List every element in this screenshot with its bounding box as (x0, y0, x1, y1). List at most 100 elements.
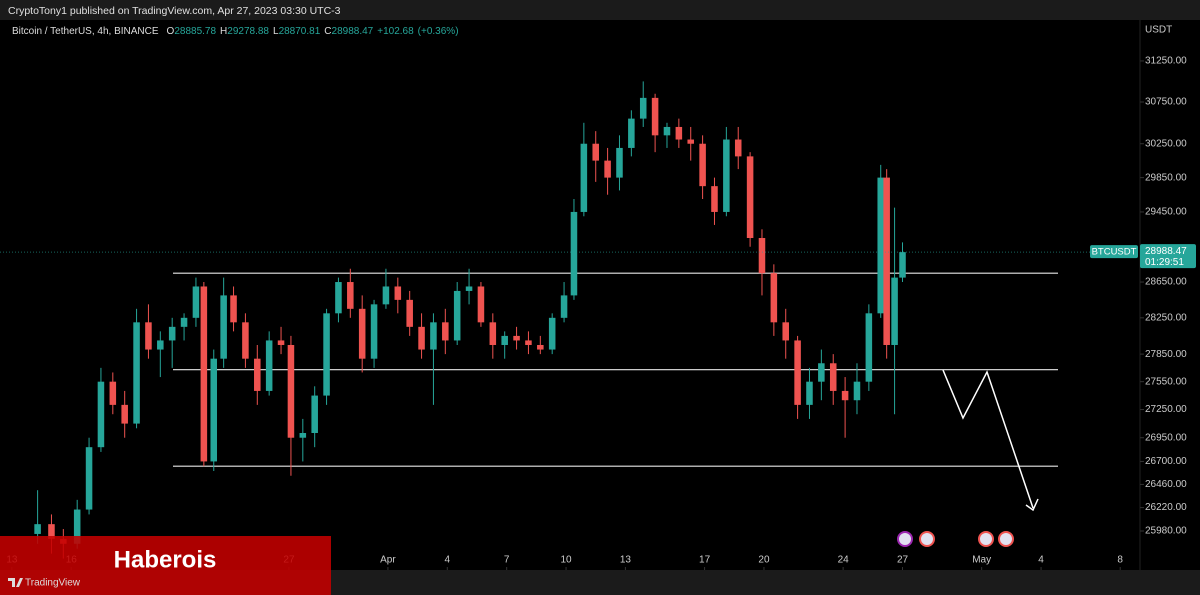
candle-body (210, 358, 218, 462)
candle-body (121, 404, 128, 424)
x-tick-label: 17 (699, 555, 711, 566)
tag-countdown: 01:29:51 (1145, 257, 1184, 268)
candle-body (180, 317, 188, 327)
candle-body (73, 509, 81, 544)
candle-body (220, 295, 227, 359)
candle-body (200, 286, 208, 462)
candle-body (639, 97, 647, 119)
y-tick-label: 28250.00 (1145, 312, 1187, 323)
tag-symbol: BTCUSDT (1092, 247, 1137, 258)
candle-body (758, 238, 766, 274)
candle-body (663, 126, 671, 136)
candle-body (592, 143, 599, 161)
legend-value: 28988.47 (332, 26, 374, 37)
candle-body (806, 381, 813, 405)
tag-symbol-box (1090, 245, 1138, 259)
candle-body (145, 322, 152, 350)
candle-body (746, 156, 754, 239)
legend-value: 28870.81 (279, 26, 321, 37)
x-tick-label: 4 (1038, 555, 1044, 566)
candle-body (335, 282, 342, 314)
candle-body (818, 363, 825, 382)
y-tick-label: 26460.00 (1145, 479, 1187, 490)
y-tick-label: 27550.00 (1145, 376, 1187, 387)
price-axis (1140, 20, 1200, 570)
candle-body (97, 381, 105, 448)
candle-body (580, 143, 588, 212)
y-tick-label: 29450.00 (1145, 207, 1187, 218)
candle-body (394, 286, 402, 300)
x-tick-label: 24 (838, 555, 850, 566)
candle-body (265, 340, 273, 391)
y-tick-label: 30250.00 (1145, 138, 1187, 149)
tag-price-box (1140, 244, 1196, 269)
grid: 31250.00 30750.00 30250.00 29850.00 29450.00… (1140, 56, 1187, 537)
candle-body (616, 147, 623, 178)
candle-body (489, 322, 497, 345)
y-tick-label: 25980.00 (1145, 526, 1187, 537)
candle-body (157, 340, 164, 350)
candle-body (734, 139, 742, 157)
x-tick-label: May (972, 555, 991, 566)
candle-body (347, 282, 354, 309)
y-tick-label: 26700.00 (1145, 456, 1187, 467)
arrow-head (1025, 498, 1039, 512)
candle-body (311, 395, 318, 433)
footer-logo (8, 578, 23, 587)
legend-key: O (167, 26, 175, 37)
candle-body (418, 326, 425, 350)
candle-body (192, 286, 200, 318)
candle-body (465, 286, 473, 291)
candle-body (687, 139, 694, 144)
projection-arrow (942, 369, 1034, 509)
candle-body (477, 286, 485, 323)
candle-body (168, 326, 176, 341)
legend-value: 29278.88 (227, 26, 269, 37)
candle-body (277, 340, 285, 345)
x-tick-label: 27 (897, 555, 909, 566)
y-tick-label: 26220.00 (1145, 502, 1187, 513)
candle-body (829, 363, 837, 391)
candle-body (723, 139, 730, 212)
candle-body (323, 313, 330, 396)
x-tick-label: 4 (445, 555, 451, 566)
candle-body (406, 299, 413, 327)
candle-body (442, 322, 449, 341)
candle-body (699, 143, 706, 187)
candle-body (85, 447, 93, 510)
candle-body (513, 335, 520, 341)
candle-body (560, 295, 568, 318)
y-tick-label: 31250.00 (1145, 56, 1187, 67)
y-tick-label: 26950.00 (1145, 432, 1187, 443)
candle-body (651, 97, 659, 136)
event-icons (897, 531, 1014, 547)
candle-body (782, 322, 789, 341)
candle-body (501, 335, 508, 345)
candle-body (254, 358, 261, 391)
candle-body (525, 340, 532, 345)
footer: TradingView (25, 578, 81, 589)
candle-body (133, 322, 140, 424)
candle-body (675, 126, 683, 140)
candle-body (628, 118, 635, 148)
candle-body (453, 290, 461, 341)
candle-body (230, 295, 237, 323)
legend-key: L (273, 26, 279, 37)
y-axis-label: USDT (1145, 25, 1172, 36)
candle-body (770, 273, 778, 323)
candle-body (537, 344, 544, 350)
legend-text: Bitcoin / TetherUS, 4h, BINANCE O28885.78… (12, 26, 459, 37)
candle-body (287, 344, 295, 438)
candle-body (711, 186, 718, 212)
candle-body (877, 177, 884, 314)
candle-body (604, 160, 611, 178)
x-tick-label: Apr (380, 555, 396, 566)
y-tick-label: 29850.00 (1145, 172, 1187, 183)
candle-body (570, 211, 578, 296)
y-tick-label: 27850.00 (1145, 349, 1187, 360)
candle-body (841, 390, 849, 401)
levels (173, 272, 1058, 467)
legend-symbol: Bitcoin / TetherUS, 4h, BINANCE (12, 26, 159, 37)
